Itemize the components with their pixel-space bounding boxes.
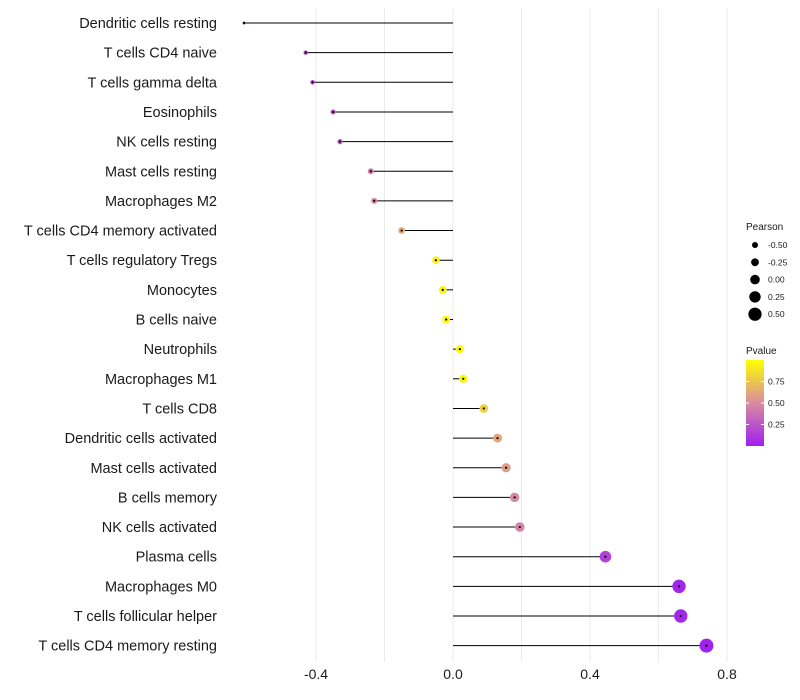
point-center [462, 377, 465, 380]
category-labels: Dendritic cells resting T cells CD4 naive… [24, 16, 218, 655]
category-label: Dendritic cells resting [79, 16, 217, 32]
category-label: Dendritic cells activated [65, 431, 217, 447]
point-center [332, 110, 335, 114]
size-legend-dot [750, 274, 760, 285]
category-label: Monocytes [147, 283, 217, 299]
color-legend-title: Pvalue [746, 346, 777, 357]
category-label: NK cells resting [116, 135, 217, 151]
category-label: T cells CD4 memory activated [24, 224, 217, 240]
size-legend-label: 0.25 [768, 292, 785, 302]
points [242, 21, 714, 653]
size-legend-dot [752, 242, 758, 248]
color-legend-items: 0.75 0.50 0.25 [746, 377, 785, 430]
category-label: T cells CD8 [142, 401, 217, 417]
color-legend-label: 0.25 [768, 420, 785, 430]
x-tick-label: 0.0 [443, 666, 463, 682]
point-center [513, 496, 516, 499]
category-label: Neutrophils [144, 342, 217, 358]
category-label: T cells gamma delta [88, 75, 218, 91]
point-center [311, 81, 314, 84]
size-legend-label: -0.50 [768, 240, 788, 250]
point-center [445, 318, 448, 321]
category-label: NK cells activated [102, 520, 217, 536]
point-center [400, 229, 403, 232]
point-center [338, 140, 342, 143]
category-label: T cells CD4 naive [104, 46, 217, 62]
color-legend-label: 0.75 [768, 377, 785, 387]
point-center [496, 437, 499, 440]
category-label: Mast cells activated [90, 461, 217, 477]
x-tick-label: 0.8 [717, 666, 737, 682]
point-center [677, 585, 681, 588]
category-label: B cells memory [118, 490, 218, 506]
pvalue-colorbar [746, 360, 764, 446]
category-label: T cells regulatory Tregs [67, 253, 217, 269]
point-center [441, 288, 444, 291]
category-label: Eosinophils [143, 105, 217, 121]
size-legend-items: -0.50 -0.25 0.00 0.25 0.50 [748, 240, 788, 321]
size-legend-dot [748, 307, 762, 321]
point-center [705, 644, 708, 647]
size-legend-label: -0.25 [768, 257, 788, 267]
size-legend-dot [751, 258, 759, 267]
point-center [482, 407, 485, 410]
stems [244, 22, 707, 647]
category-label: T cells follicular helper [74, 609, 217, 625]
category-label: T cells CD4 memory resting [38, 639, 217, 655]
point-center [518, 525, 521, 529]
size-legend-title: Pearson [746, 222, 783, 233]
size-legend-dot [749, 291, 761, 303]
size-legend-label: 0.00 [768, 275, 785, 285]
point-center [304, 51, 307, 54]
category-label: Macrophages M1 [105, 372, 217, 388]
point-center [458, 348, 461, 351]
point-center [369, 170, 372, 173]
point-center [504, 466, 508, 469]
point-center [604, 555, 607, 558]
x-axis-ticks: -0.4 0.0 0.4 0.8 [304, 666, 737, 682]
point-center [373, 199, 376, 202]
category-label: Macrophages M2 [105, 194, 217, 210]
legend: Pearson -0.50 -0.25 0.00 0.25 0.50 Pvalue 0.… [746, 222, 788, 446]
category-label: Mast cells resting [105, 164, 217, 180]
x-tick-label: 0.4 [580, 666, 600, 682]
x-tick-label: -0.4 [304, 666, 328, 682]
category-label: Macrophages M0 [105, 579, 217, 595]
size-legend-label: 0.50 [768, 309, 785, 319]
category-label: B cells naive [136, 313, 217, 329]
point-center [242, 21, 246, 25]
grid-lines [315, 8, 728, 662]
point-center [679, 614, 682, 618]
color-legend-label: 0.50 [768, 398, 785, 408]
point-center [434, 259, 437, 262]
category-label: Plasma cells [136, 550, 217, 566]
